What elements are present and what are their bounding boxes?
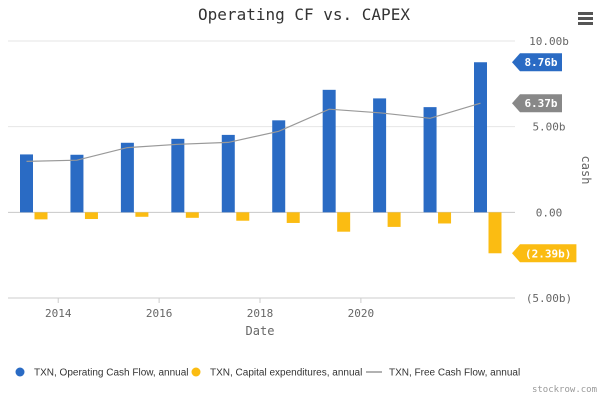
- chart-title: Operating CF vs. CAPEX: [198, 5, 410, 24]
- hamburger-menu-icon: [578, 12, 593, 25]
- y-tick-label: 5.00b: [532, 121, 565, 134]
- x-tick-label: 2020: [348, 307, 375, 320]
- y-tick-label: (5.00b): [526, 292, 572, 305]
- last-value-flag: [512, 244, 577, 263]
- capex-bar: [185, 212, 199, 218]
- capex-bar: [438, 212, 452, 224]
- legend: TXN, Operating Cash Flow, annual TXN, Cap…: [15, 367, 520, 379]
- capex-bar: [84, 212, 98, 220]
- capex-bar: [286, 212, 300, 223]
- last-value-flag: [512, 94, 562, 113]
- x-tick-label: 2016: [146, 307, 173, 320]
- gridlines: [8, 40, 515, 299]
- operating-cf-bar: [322, 89, 336, 213]
- operating-cf-bar: [171, 138, 185, 213]
- last-value-labels: 8.76b 6.37b (2.39b): [512, 53, 577, 263]
- legend-label: TXN, Operating Cash Flow, annual: [34, 368, 189, 379]
- operating-cf-bar: [474, 62, 487, 213]
- capex-bar: [135, 212, 149, 217]
- operating-cf-bar: [272, 120, 286, 213]
- operating-cf-bar: [120, 142, 134, 213]
- legend-dot-icon: [191, 367, 201, 377]
- legend-item[interactable]: TXN, Capital expenditures, annual: [191, 367, 363, 379]
- y-tick-label: 10.00b: [529, 35, 569, 48]
- last-value-label: 8.76b: [524, 56, 557, 69]
- legend-label: TXN, Capital expenditures, annual: [210, 368, 362, 379]
- fcf-line: [26, 102, 481, 162]
- credit-text: stockrow.com: [532, 385, 597, 395]
- capex-bar: [236, 212, 250, 221]
- legend-label: TXN, Free Cash Flow, annual: [389, 368, 520, 379]
- last-value-label: 6.37b: [524, 97, 557, 110]
- fcf-line-path: [26, 102, 481, 162]
- legend-dot-icon: [15, 367, 25, 377]
- operating-cf-bar: [423, 107, 437, 213]
- capex-bar: [34, 212, 48, 220]
- bars: [20, 62, 502, 254]
- operating-cf-bar: [221, 134, 235, 213]
- operating-cf-bar: [70, 154, 84, 213]
- y-axis: 10.00b 5.00b 0.00 (5.00b): [526, 35, 572, 305]
- operating-cf-bar: [20, 154, 33, 213]
- last-value-label: (2.39b): [525, 247, 571, 260]
- x-tick-label: 2014: [45, 307, 72, 320]
- capex-bar: [488, 212, 502, 254]
- legend-item[interactable]: TXN, Free Cash Flow, annual: [366, 368, 520, 379]
- operating-cf-bar: [373, 98, 387, 213]
- x-axis: 2014 2016 2018 2020: [8, 297, 515, 320]
- y-tick-label: 0.00: [536, 206, 563, 219]
- x-axis-title: Date: [246, 324, 275, 338]
- y-axis-title: cash: [579, 156, 593, 185]
- capex-bar: [387, 212, 401, 227]
- x-tick-label: 2018: [247, 307, 274, 320]
- chart-menu-button[interactable]: [572, 8, 598, 30]
- capex-bar: [337, 212, 351, 232]
- last-value-flag: [512, 53, 562, 72]
- legend-item[interactable]: TXN, Operating Cash Flow, annual: [15, 367, 189, 379]
